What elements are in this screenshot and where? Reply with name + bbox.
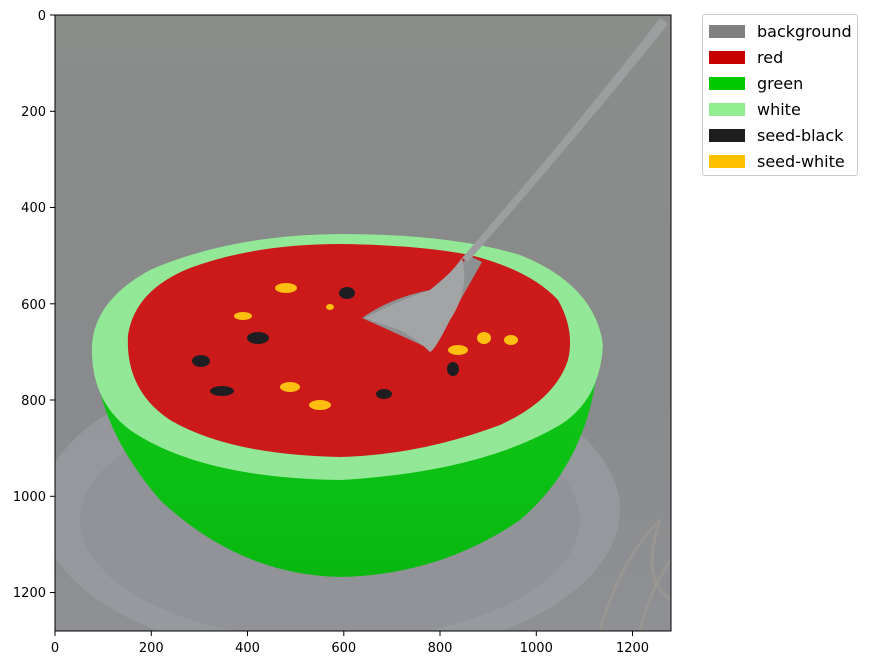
white-seeds <box>234 283 518 410</box>
legend-item-seed-black: seed-black <box>709 125 843 145</box>
legend-swatch <box>709 102 745 116</box>
legend-swatch <box>709 76 745 90</box>
y-tick-label: 1200 <box>13 586 46 601</box>
seed-white <box>504 335 518 345</box>
seed-black <box>339 287 355 299</box>
seed-white <box>477 332 491 344</box>
x-tick-label: 200 <box>139 641 164 656</box>
x-tick-label: 0 <box>51 641 59 656</box>
seed-white <box>326 304 334 310</box>
y-tick-label: 400 <box>21 201 46 216</box>
x-axis: 0 200 400 600 800 1000 1200 <box>51 631 649 656</box>
y-tick-label: 800 <box>21 394 46 409</box>
x-tick-label: 800 <box>428 641 453 656</box>
spoon-bowl <box>365 258 465 352</box>
legend-item-white: white <box>709 99 801 119</box>
legend-swatch <box>709 154 745 168</box>
legend-label: seed-white <box>757 151 845 171</box>
legend-item-seed-white: seed-white <box>709 151 845 171</box>
x-tick-label: 400 <box>235 641 260 656</box>
spoon <box>462 18 668 262</box>
plot-area <box>55 15 671 631</box>
tablecloth-pattern-2 <box>638 559 671 631</box>
legend-swatch <box>709 50 745 64</box>
seed-black <box>376 389 392 399</box>
legend-item-background: background <box>709 21 852 41</box>
seed-white <box>280 382 300 392</box>
legend-swatch <box>709 128 745 142</box>
seed-white <box>234 312 252 320</box>
seed-black <box>192 355 210 367</box>
seed-white <box>448 345 468 355</box>
legend-item-red: red <box>709 47 783 67</box>
seed-white <box>275 283 297 293</box>
seed-black <box>247 332 269 344</box>
y-tick-label: 1000 <box>13 490 46 505</box>
legend-swatch <box>709 24 745 38</box>
x-tick-label: 600 <box>331 641 356 656</box>
legend-label: white <box>757 99 801 119</box>
black-seeds <box>192 287 459 399</box>
legend: background red green white seed-black se… <box>702 14 858 176</box>
y-tick-label: 200 <box>21 105 46 120</box>
y-axis: 0 200 400 600 800 1000 1200 <box>13 9 55 601</box>
legend-label: red <box>757 47 784 67</box>
legend-label: seed-black <box>757 125 844 145</box>
x-tick-label: 1200 <box>616 641 649 656</box>
y-tick-label: 0 <box>38 9 46 24</box>
seed-white <box>309 400 331 410</box>
x-tick-label: 1000 <box>520 641 553 656</box>
seed-black <box>210 386 234 396</box>
y-tick-label: 600 <box>21 298 46 313</box>
legend-item-green: green <box>709 73 803 93</box>
legend-label: background <box>757 21 852 41</box>
axes-frame <box>54 14 672 632</box>
seed-black <box>447 362 459 376</box>
legend-label: green <box>757 73 804 93</box>
